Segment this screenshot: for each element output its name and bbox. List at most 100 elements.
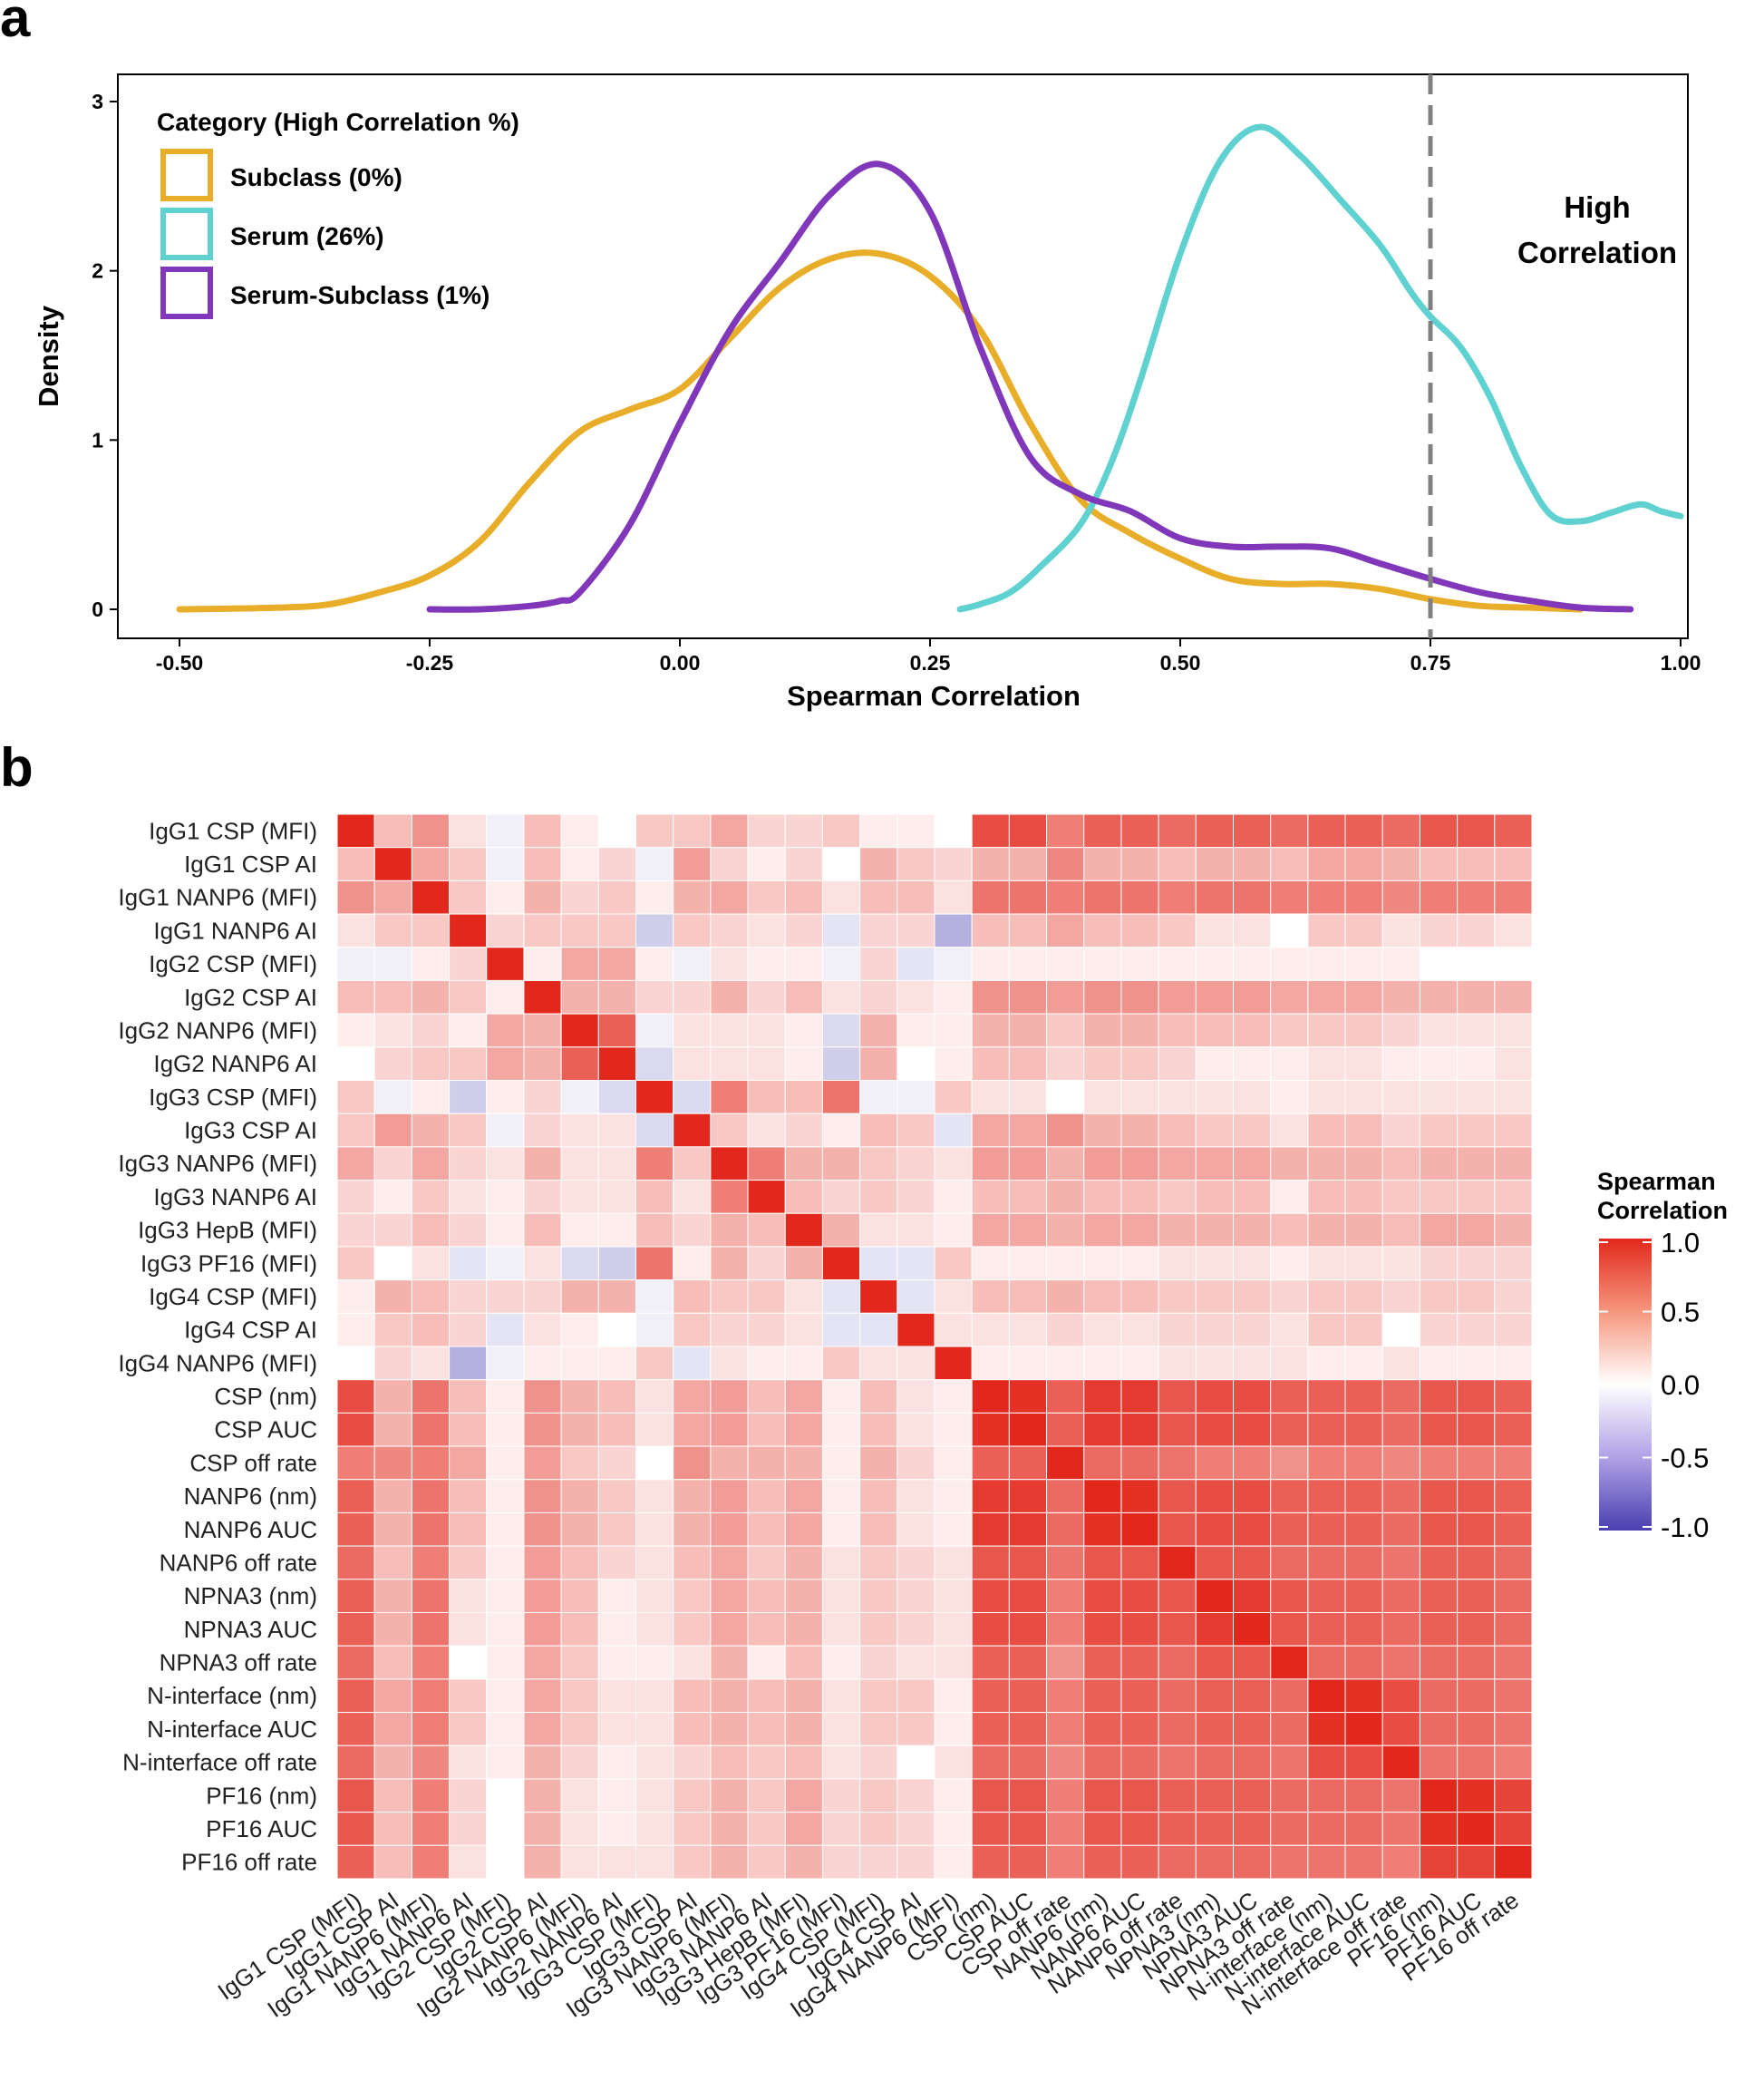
heatmap-cell <box>560 947 599 981</box>
heatmap-cell <box>1008 1511 1048 1547</box>
heatmap-cell <box>1195 1579 1235 1614</box>
heatmap-cell <box>523 1479 562 1513</box>
heatmap-cell <box>373 880 412 915</box>
heatmap-cell <box>673 1279 712 1314</box>
heatmap-cell <box>1381 1479 1420 1513</box>
heatmap-cell <box>560 1046 599 1082</box>
heatmap-cell <box>1270 1346 1309 1381</box>
heatmap-cell <box>1008 1246 1048 1281</box>
heatmap-cell <box>1494 1712 1533 1746</box>
heatmap-cell <box>1419 1212 1459 1248</box>
heatmap-cell <box>673 1379 712 1414</box>
heatmap-cell <box>411 1712 451 1746</box>
legend-label-serum: Serum (26%) <box>230 222 384 250</box>
heatmap-cell <box>336 1113 375 1148</box>
heatmap-cell <box>710 979 749 1015</box>
heatmap-cell <box>1158 1445 1197 1481</box>
heatmap-cell <box>710 1080 749 1114</box>
heatmap-cell <box>336 1745 375 1780</box>
row-label: IgG4 CSP (MFI) <box>149 1283 317 1310</box>
heatmap-cell <box>747 1379 786 1414</box>
heatmap-cell <box>486 1579 525 1614</box>
heatmap-cell <box>859 1412 898 1447</box>
heatmap-cell <box>373 1445 412 1481</box>
heatmap-cell <box>1494 1445 1533 1481</box>
heatmap-cell <box>597 1180 636 1214</box>
x-tick-label: 0.25 <box>910 651 951 675</box>
heatmap-cell <box>1120 1645 1159 1680</box>
heatmap-cell <box>411 1346 451 1381</box>
heatmap-cell <box>1233 1046 1272 1082</box>
heatmap-cell <box>1083 1844 1122 1880</box>
heatmap-cell <box>1046 1479 1085 1513</box>
heatmap-cell <box>1195 1712 1235 1746</box>
heatmap-cell <box>784 1146 823 1181</box>
heatmap-cell <box>1158 1346 1197 1381</box>
heatmap-cell <box>747 1645 786 1680</box>
heatmap-cell <box>486 1279 525 1314</box>
row-label: IgG2 NANP6 (MFI) <box>118 1017 317 1045</box>
heatmap-cell <box>1344 913 1383 948</box>
heatmap-cell <box>1344 1113 1383 1148</box>
heatmap-cell <box>1344 1379 1383 1414</box>
heatmap-cell <box>784 1511 823 1547</box>
heatmap-cell <box>1195 913 1235 948</box>
heatmap-cell <box>1195 1212 1235 1248</box>
heatmap-cell <box>1307 1844 1346 1880</box>
heatmap-cell <box>1120 979 1159 1015</box>
heatmap-cell <box>411 1844 451 1880</box>
heatmap-cell <box>784 1645 823 1680</box>
heatmap-cell <box>523 847 562 881</box>
heatmap-cell <box>486 1379 525 1414</box>
heatmap-cell <box>821 913 861 948</box>
heatmap-cell <box>1381 1844 1420 1880</box>
heatmap-cell <box>1457 1013 1496 1048</box>
row-label: IgG4 NANP6 (MFI) <box>118 1349 317 1376</box>
heatmap-cell <box>1158 1712 1197 1746</box>
heatmap-cell <box>486 1678 525 1714</box>
heatmap-cell <box>1381 1346 1420 1381</box>
heatmap-cell <box>1233 1745 1272 1780</box>
heatmap-cell <box>1270 1511 1309 1547</box>
heatmap-cell <box>710 1445 749 1481</box>
heatmap-cell <box>597 1678 636 1714</box>
heatmap-cell <box>336 1346 375 1381</box>
heatmap-cell <box>784 1212 823 1248</box>
heatmap-cell <box>1307 1246 1346 1281</box>
heatmap-cell <box>859 1212 898 1248</box>
heatmap-cell <box>1344 1612 1383 1647</box>
heatmap-cell <box>821 1844 861 1880</box>
heatmap-cell <box>673 880 712 915</box>
heatmap-cell <box>523 1645 562 1680</box>
heatmap-cell <box>1494 913 1533 948</box>
colorbar-title-line2: Correlation <box>1597 1197 1728 1224</box>
heatmap-cell <box>1120 947 1159 981</box>
heatmap-cell <box>1419 1146 1459 1181</box>
heatmap-cell <box>635 1146 674 1181</box>
heatmap-cell <box>1120 1312 1159 1347</box>
heatmap-cell <box>1307 1778 1346 1813</box>
heatmap-cell <box>1008 1745 1048 1780</box>
heatmap-cell <box>1195 1180 1235 1214</box>
heatmap-cell <box>1419 1346 1459 1381</box>
heatmap-cell <box>1083 1412 1122 1447</box>
heatmap-cell <box>411 1812 451 1846</box>
heatmap-cell <box>673 1312 712 1347</box>
heatmap-cell <box>821 1812 861 1846</box>
heatmap-cell <box>486 1545 525 1580</box>
heatmap-cell <box>411 1146 451 1181</box>
heatmap-cell <box>934 1013 973 1048</box>
heatmap-cell <box>635 1046 674 1082</box>
heatmap-cell <box>336 1146 375 1181</box>
heatmap-cell <box>597 1645 636 1680</box>
heatmap-cell <box>747 1246 786 1281</box>
heatmap-cell <box>1195 1511 1235 1547</box>
heatmap-cell <box>1008 1212 1048 1248</box>
heatmap-cell <box>560 1511 599 1547</box>
heatmap-cell <box>1494 1778 1533 1813</box>
heatmap-cell <box>373 813 412 849</box>
heatmap-cell <box>897 1612 935 1647</box>
heatmap-cell <box>1381 1545 1420 1580</box>
heatmap-cell <box>821 1312 861 1347</box>
